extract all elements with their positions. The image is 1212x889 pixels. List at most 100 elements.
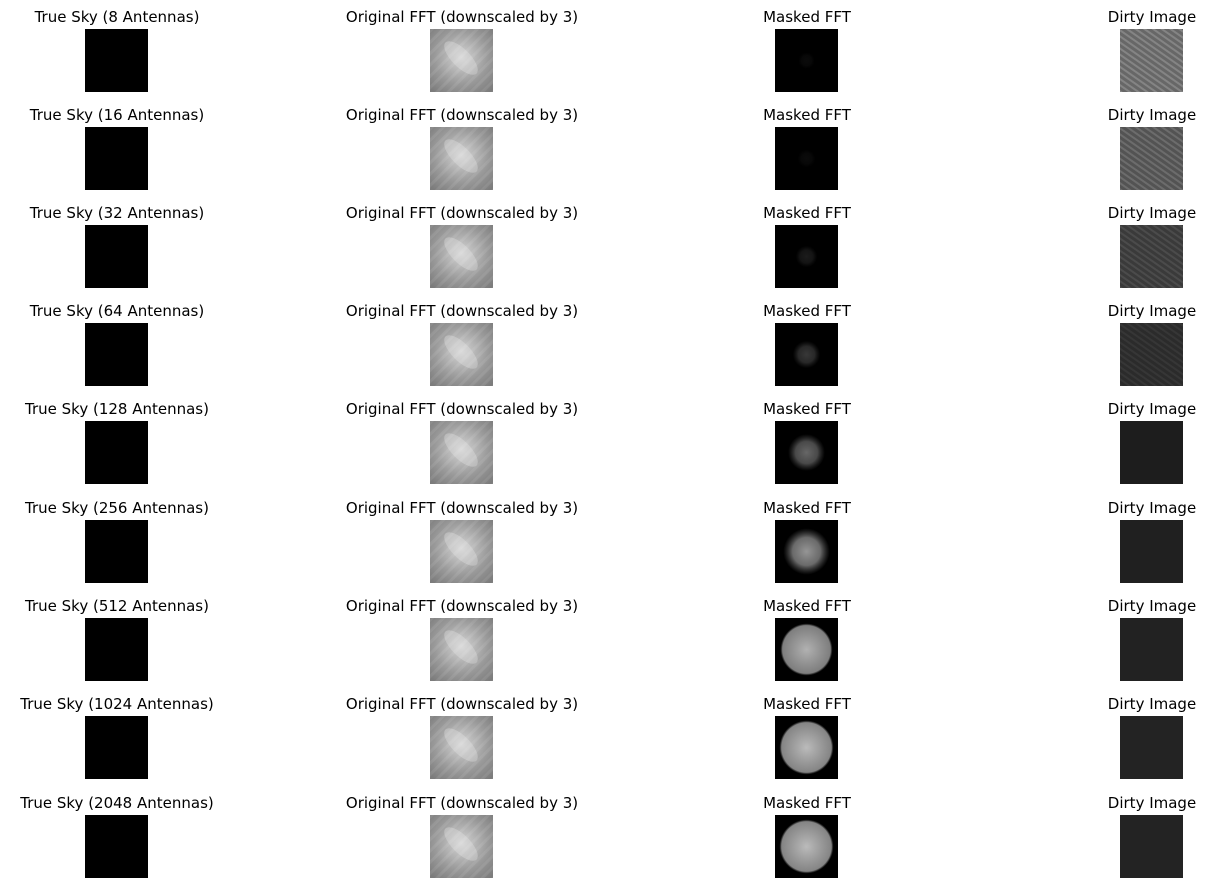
- panel-title: Dirty Image: [1107, 695, 1197, 713]
- panel-image-sky: [85, 815, 148, 878]
- panel-mask-64: Masked FFT: [677, 302, 937, 392]
- panel-mask-1024: Masked FFT: [677, 695, 937, 785]
- panel-image-fft: [430, 29, 493, 92]
- panel-mask-128: Masked FFT: [677, 400, 937, 490]
- panel-title: Dirty Image: [1107, 8, 1197, 26]
- panel-title: True Sky (64 Antennas): [29, 302, 205, 320]
- panel-sky-8: True Sky (8 Antennas): [0, 8, 247, 98]
- panel-dirty-128: Dirty Image: [1022, 400, 1212, 490]
- panel-dirty-32: Dirty Image: [1022, 204, 1212, 294]
- panel-fft-1024: Original FFT (downscaled by 3): [332, 695, 592, 785]
- panel-title: True Sky (2048 Antennas): [20, 794, 214, 812]
- panel-title: True Sky (256 Antennas): [25, 499, 209, 517]
- panel-image-sky: [85, 127, 148, 190]
- panel-title: Original FFT (downscaled by 3): [345, 8, 579, 26]
- panel-sky-2048: True Sky (2048 Antennas): [0, 794, 247, 884]
- panel-dirty-16: Dirty Image: [1022, 106, 1212, 196]
- panel-sky-16: True Sky (16 Antennas): [0, 106, 247, 196]
- panel-title: Dirty Image: [1107, 499, 1197, 517]
- panel-title: Dirty Image: [1107, 204, 1197, 222]
- panel-fft-256: Original FFT (downscaled by 3): [332, 499, 592, 589]
- panel-image-mask: [775, 29, 838, 92]
- panel-image-dirty: [1120, 225, 1183, 288]
- panel-dirty-64: Dirty Image: [1022, 302, 1212, 392]
- panel-image-dirty: [1120, 618, 1183, 681]
- panel-image-dirty: [1120, 29, 1183, 92]
- panel-title: Masked FFT: [763, 794, 851, 812]
- panel-title: Dirty Image: [1107, 302, 1197, 320]
- panel-image-dirty: [1120, 815, 1183, 878]
- panel-title: True Sky (128 Antennas): [25, 400, 209, 418]
- panel-sky-512: True Sky (512 Antennas): [0, 597, 247, 687]
- panel-mask-16: Masked FFT: [677, 106, 937, 196]
- panel-title: Original FFT (downscaled by 3): [345, 695, 579, 713]
- panel-title: True Sky (512 Antennas): [25, 597, 209, 615]
- panel-sky-128: True Sky (128 Antennas): [0, 400, 247, 490]
- panel-fft-64: Original FFT (downscaled by 3): [332, 302, 592, 392]
- panel-title: Original FFT (downscaled by 3): [345, 794, 579, 812]
- panel-title: Masked FFT: [763, 106, 851, 124]
- panel-sky-32: True Sky (32 Antennas): [0, 204, 247, 294]
- panel-sky-256: True Sky (256 Antennas): [0, 499, 247, 589]
- panel-dirty-2048: Dirty Image: [1022, 794, 1212, 884]
- panel-fft-2048: Original FFT (downscaled by 3): [332, 794, 592, 884]
- panel-title: Dirty Image: [1107, 106, 1197, 124]
- panel-title: Dirty Image: [1107, 794, 1197, 812]
- panel-image-mask: [775, 520, 838, 583]
- panel-title: Original FFT (downscaled by 3): [345, 400, 579, 418]
- panel-image-sky: [85, 520, 148, 583]
- panel-image-mask: [775, 618, 838, 681]
- panel-fft-128: Original FFT (downscaled by 3): [332, 400, 592, 490]
- panel-image-dirty: [1120, 127, 1183, 190]
- panel-title: Dirty Image: [1107, 597, 1197, 615]
- panel-title: True Sky (16 Antennas): [29, 106, 205, 124]
- panel-title: Masked FFT: [763, 597, 851, 615]
- panel-image-dirty: [1120, 520, 1183, 583]
- panel-image-dirty: [1120, 323, 1183, 386]
- panel-sky-1024: True Sky (1024 Antennas): [0, 695, 247, 785]
- panel-title: Masked FFT: [763, 695, 851, 713]
- panel-title: Dirty Image: [1107, 400, 1197, 418]
- panel-sky-64: True Sky (64 Antennas): [0, 302, 247, 392]
- panel-title: True Sky (32 Antennas): [29, 204, 205, 222]
- panel-image-sky: [85, 716, 148, 779]
- panel-title: Original FFT (downscaled by 3): [345, 302, 579, 320]
- panel-image-fft: [430, 815, 493, 878]
- panel-fft-16: Original FFT (downscaled by 3): [332, 106, 592, 196]
- panel-image-fft: [430, 716, 493, 779]
- panel-image-dirty: [1120, 421, 1183, 484]
- panel-image-mask: [775, 421, 838, 484]
- panel-image-fft: [430, 323, 493, 386]
- panel-mask-32: Masked FFT: [677, 204, 937, 294]
- panel-image-mask: [775, 225, 838, 288]
- panel-fft-32: Original FFT (downscaled by 3): [332, 204, 592, 294]
- panel-image-fft: [430, 618, 493, 681]
- panel-image-fft: [430, 520, 493, 583]
- panel-title: Original FFT (downscaled by 3): [345, 106, 579, 124]
- panel-dirty-256: Dirty Image: [1022, 499, 1212, 589]
- panel-image-fft: [430, 421, 493, 484]
- panel-title: Original FFT (downscaled by 3): [345, 204, 579, 222]
- panel-title: True Sky (1024 Antennas): [20, 695, 214, 713]
- panel-image-mask: [775, 815, 838, 878]
- panel-image-fft: [430, 225, 493, 288]
- panel-fft-8: Original FFT (downscaled by 3): [332, 8, 592, 98]
- panel-mask-8: Masked FFT: [677, 8, 937, 98]
- panel-dirty-8: Dirty Image: [1022, 8, 1212, 98]
- panel-image-sky: [85, 29, 148, 92]
- panel-mask-512: Masked FFT: [677, 597, 937, 687]
- panel-title: Masked FFT: [763, 302, 851, 320]
- panel-image-mask: [775, 127, 838, 190]
- panel-title: Original FFT (downscaled by 3): [345, 499, 579, 517]
- panel-title: Masked FFT: [763, 499, 851, 517]
- panel-image-mask: [775, 323, 838, 386]
- panel-image-sky: [85, 618, 148, 681]
- panel-title: Masked FFT: [763, 204, 851, 222]
- panel-image-sky: [85, 225, 148, 288]
- panel-title: Masked FFT: [763, 8, 851, 26]
- panel-image-sky: [85, 323, 148, 386]
- panel-image-fft: [430, 127, 493, 190]
- panel-title: True Sky (8 Antennas): [34, 8, 200, 26]
- panel-title: Original FFT (downscaled by 3): [345, 597, 579, 615]
